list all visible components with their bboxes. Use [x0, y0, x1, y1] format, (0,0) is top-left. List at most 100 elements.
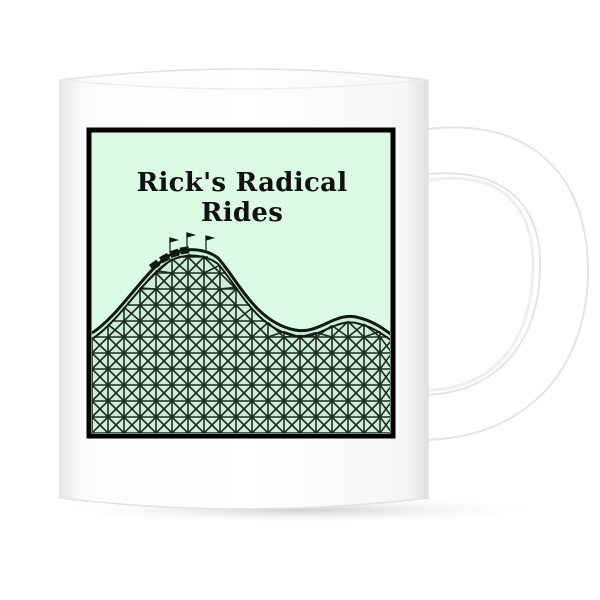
coaster-support-beam [267, 368, 285, 386]
coaster-support-beam [331, 336, 349, 354]
coaster-support-beam [139, 304, 157, 322]
coaster-support-beam [267, 400, 285, 418]
coaster-support-beam [299, 400, 317, 418]
coaster-support-beam [155, 368, 173, 386]
coaster-support-beam [251, 352, 269, 370]
coaster-support-beam [203, 416, 221, 433]
coaster-support-beam [283, 400, 301, 418]
coaster-support-beam [139, 288, 157, 306]
coaster-support-beam [379, 336, 390, 352]
coaster-support-beam [155, 272, 173, 290]
coaster-support-beam [299, 368, 317, 386]
coaster-support-beam [123, 304, 141, 322]
coaster-support-beam [187, 352, 205, 370]
coaster-support-beam [251, 336, 269, 354]
coaster-support-beam [203, 320, 221, 338]
coaster-support-beam [235, 320, 253, 338]
coaster-support-beam [155, 320, 173, 338]
coaster-support-beam [171, 258, 189, 274]
coaster-support-beam [299, 416, 317, 433]
coaster-support-beam [187, 384, 205, 402]
print-title: Rick's Radical Rides [136, 168, 348, 228]
coaster-support-beam [139, 352, 157, 370]
coaster-support-beam [347, 323, 365, 338]
coaster-support-beam [331, 324, 349, 338]
coaster-support-beam [203, 368, 221, 386]
coaster-support-beam [235, 307, 253, 322]
coaster-support-beam [203, 288, 221, 306]
coaster-support-beam [235, 384, 253, 402]
coaster-support-beam [171, 320, 189, 338]
coaster-support-beam [219, 272, 237, 290]
coaster-support-beam [363, 416, 381, 433]
coaster-support-beam [123, 352, 141, 370]
coaster-support-beam [235, 400, 253, 418]
coaster-support-beam [219, 416, 237, 433]
coaster-support-beam [347, 384, 365, 402]
coaster-support-beam [171, 272, 189, 290]
coaster-support-beam [363, 400, 381, 418]
coaster-support-beam [251, 416, 269, 433]
coaster-support-beam [267, 352, 285, 370]
coaster-support-beam [315, 352, 333, 370]
coaster-support-beam [219, 352, 237, 370]
coaster-support-beam [379, 352, 390, 368]
coaster-support-beam [123, 336, 141, 354]
coaster-support-beam [331, 384, 349, 402]
coaster-support-beam [171, 416, 189, 433]
print-frame [86, 127, 396, 439]
coaster-support-beam [331, 416, 349, 433]
coaster-support-beam [187, 272, 205, 290]
coaster-support-beam [139, 416, 157, 433]
coaster-support-beam [283, 416, 301, 433]
coaster-support-beam [251, 400, 269, 418]
coaster-support-beam [347, 368, 365, 386]
coaster-support-beam [155, 352, 173, 370]
coaster-support-beam [107, 323, 125, 338]
coaster-support-beam [139, 320, 157, 338]
coaster-support-beam [347, 336, 365, 354]
coaster-support-beam [331, 400, 349, 418]
mug-handle [419, 126, 590, 442]
coaster-support-beam [235, 336, 253, 354]
mug-print [86, 127, 396, 439]
coaster-support-beam [171, 288, 189, 306]
coaster-support-beam [219, 400, 237, 418]
coaster-support-beam [299, 352, 317, 370]
coaster-support-beam [219, 336, 237, 354]
coaster-support-beam [155, 336, 173, 354]
coaster-support-beam [331, 352, 349, 370]
coaster-support-beam [107, 400, 125, 418]
coaster-support-beam [203, 256, 221, 274]
coaster-support-beam [219, 288, 237, 306]
coaster-support-beam [139, 400, 157, 418]
coaster-support-beam [171, 352, 189, 370]
coaster-support-beam [171, 384, 189, 402]
coaster-support-beam [235, 368, 253, 386]
coaster-support-beam [155, 304, 173, 322]
coaster-support-beam [203, 304, 221, 322]
coaster-support-beam [139, 368, 157, 386]
coaster-support-beam [235, 352, 253, 370]
coaster-support-beam [139, 384, 157, 402]
coaster-support-beam [187, 288, 205, 306]
coaster-support-beam [187, 400, 205, 418]
coaster-support-beam [203, 264, 221, 274]
coaster-support-beam [155, 400, 173, 418]
coaster-support-beam [379, 384, 390, 400]
coaster-support-beam [315, 384, 333, 402]
coaster-support-beam [123, 416, 141, 433]
coaster-support-beam [171, 368, 189, 386]
coaster-support-beam [219, 368, 237, 386]
coaster-support-beam [203, 336, 221, 354]
coaster-support-beam [107, 368, 125, 386]
coaster-flags [169, 232, 216, 252]
coaster-support-beam [203, 384, 221, 402]
coaster-support-beam [107, 416, 125, 433]
coaster-support-beam [267, 384, 285, 402]
coaster-support-beam [331, 320, 349, 338]
coaster-support-beam [92, 400, 109, 418]
coaster-support-beam [251, 320, 269, 338]
coaster-support-beam [139, 336, 157, 354]
